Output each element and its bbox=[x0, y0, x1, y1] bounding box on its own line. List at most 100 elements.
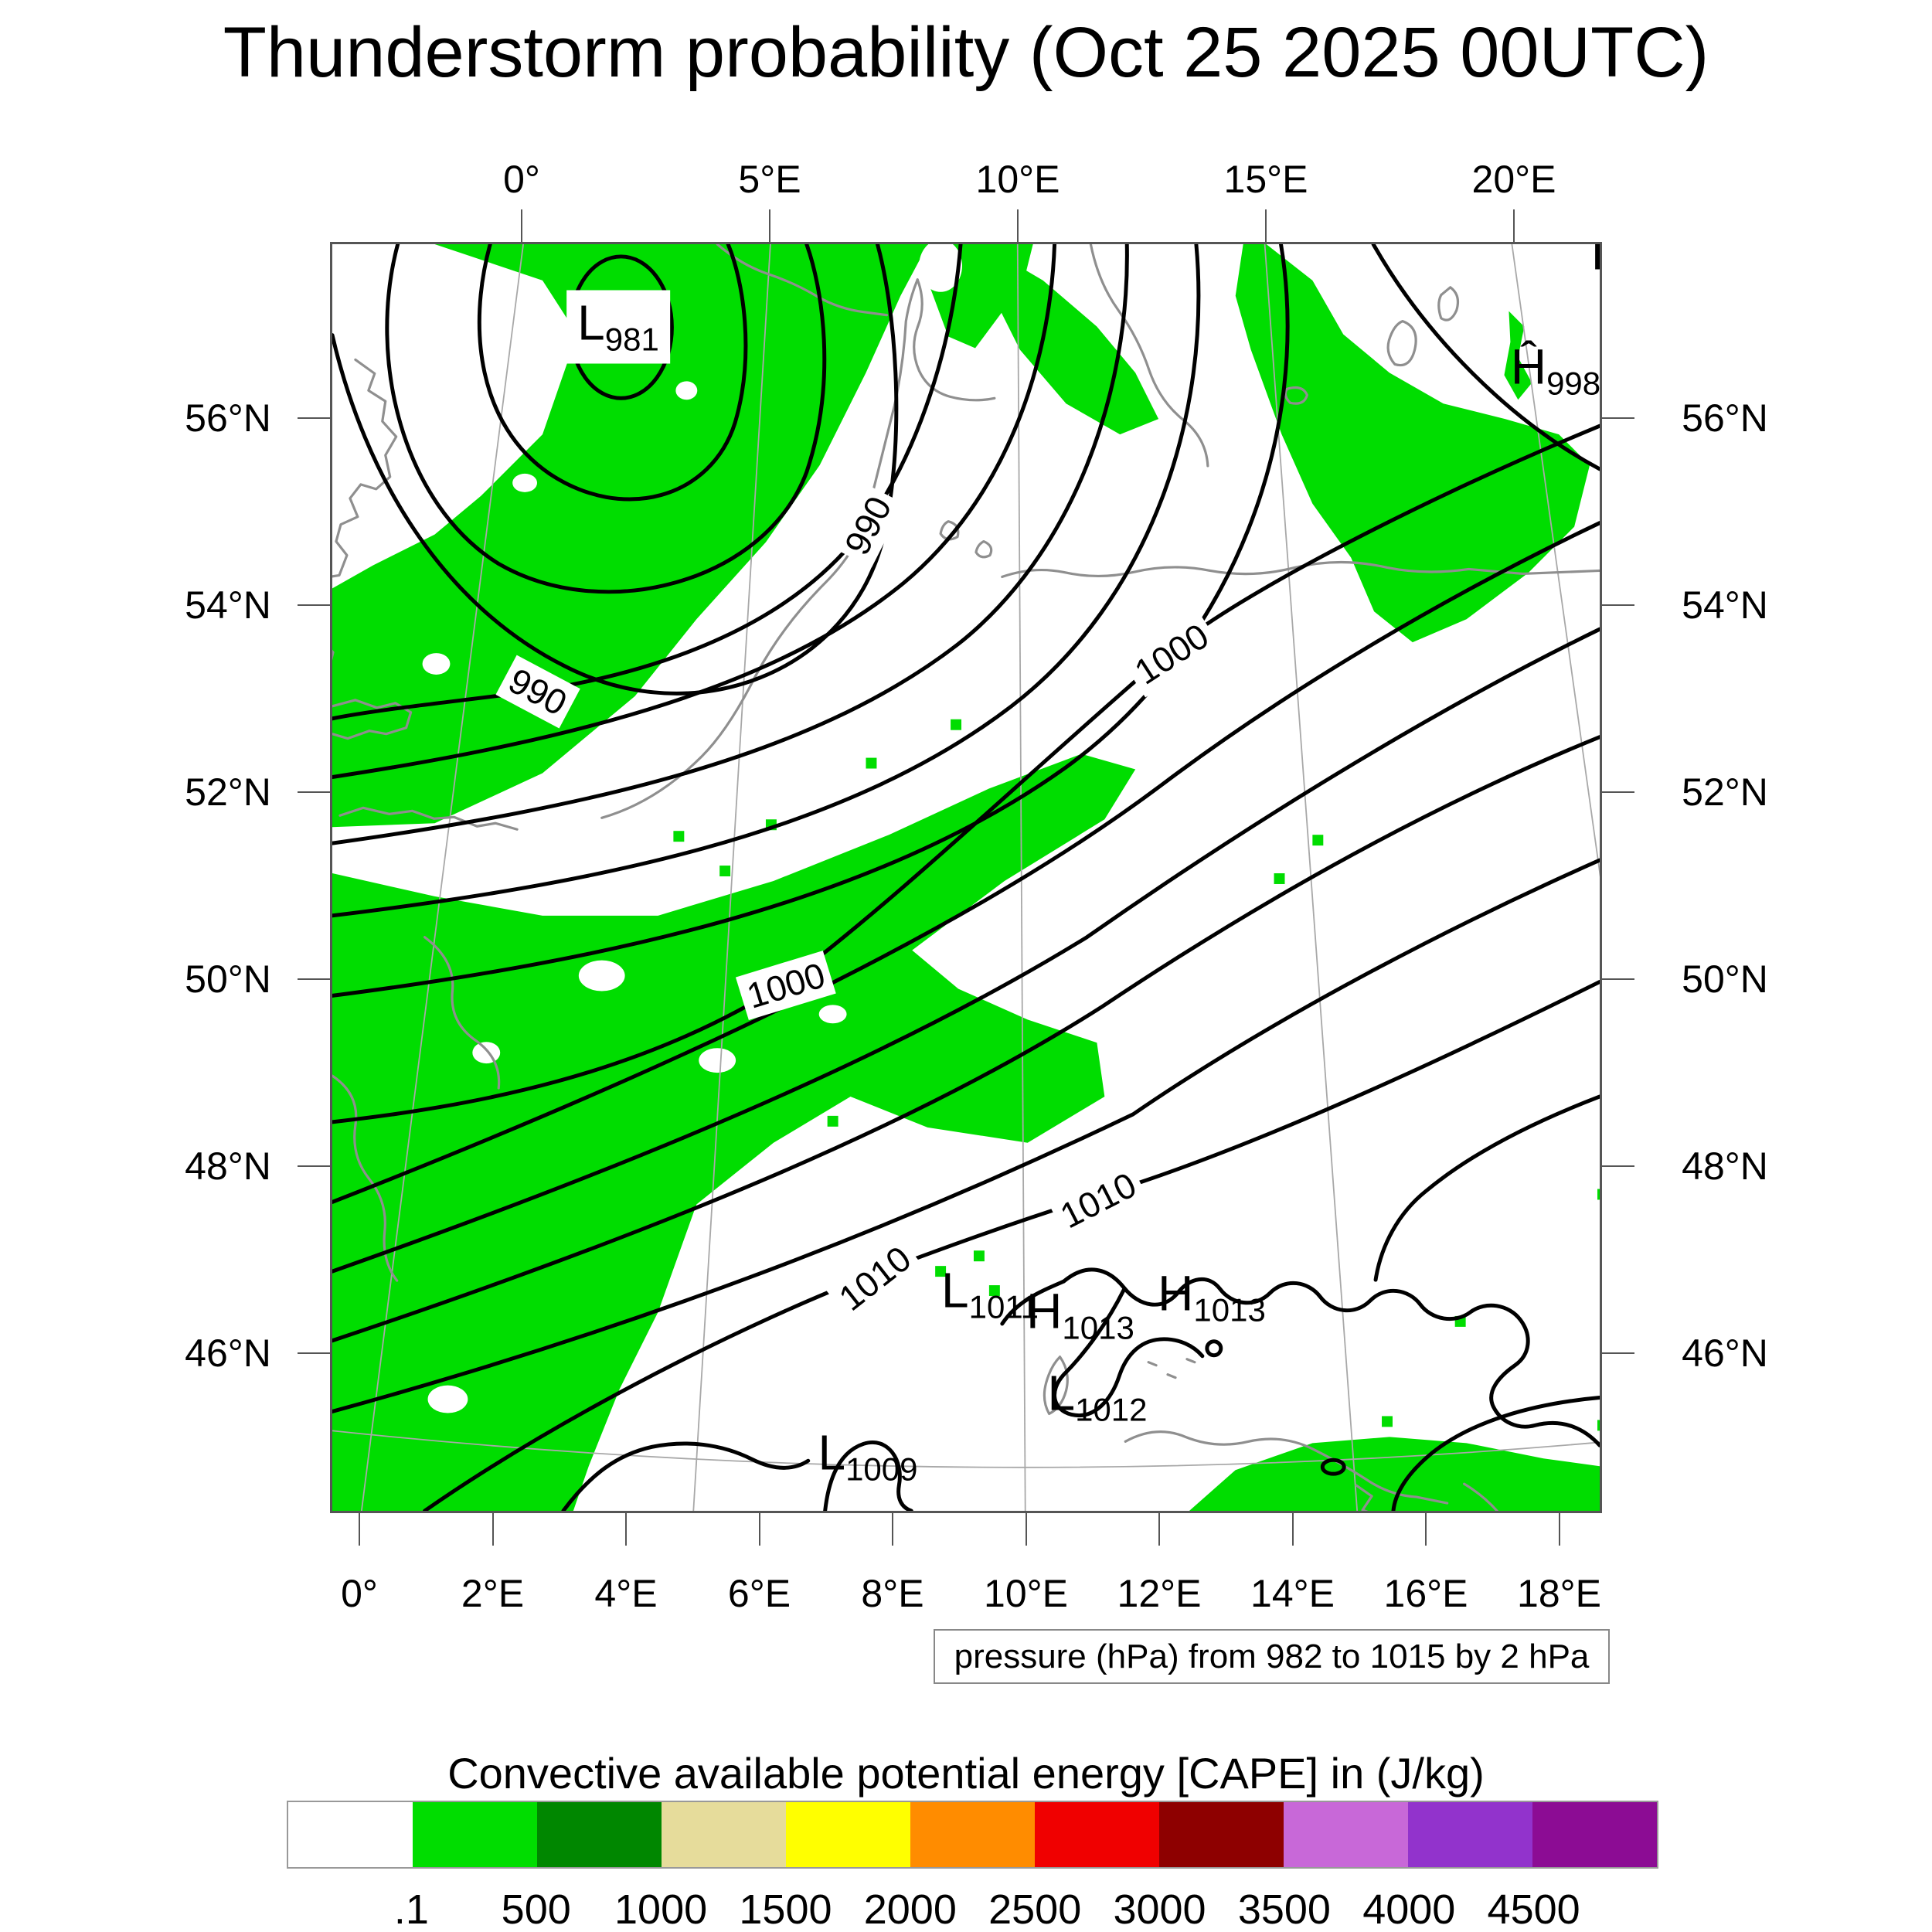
isobar-986 bbox=[385, 244, 827, 594]
coastline-england-se bbox=[332, 699, 413, 740]
pressure-center: L1011 bbox=[941, 1266, 1039, 1324]
legend-tick-label: 4500 bbox=[1487, 1886, 1580, 1932]
axis-tick bbox=[1602, 1165, 1634, 1167]
isobar-tiny-oval bbox=[1320, 1458, 1346, 1476]
axis-label-left: 56°N bbox=[185, 396, 271, 440]
pressure-note: pressure (hPa) from 982 to 1015 by 2 hPa bbox=[934, 1629, 1610, 1684]
contour-label: 1010 bbox=[825, 1232, 925, 1325]
axis-label-bottom: 2°E bbox=[461, 1572, 525, 1615]
legend-cell bbox=[1035, 1802, 1159, 1867]
pressure-center-letter: L bbox=[1047, 1365, 1076, 1421]
isobars bbox=[332, 244, 1600, 1511]
axis-tick bbox=[298, 978, 330, 980]
legend-cell bbox=[1284, 1802, 1408, 1867]
axis-tick bbox=[1291, 1513, 1294, 1546]
pressure-center-letter: H bbox=[1158, 1265, 1194, 1321]
legend-cell bbox=[1159, 1802, 1284, 1867]
pressure-center: H bbox=[1591, 244, 1600, 286]
isobar-988 bbox=[332, 244, 899, 696]
isobar-1013-wiggle bbox=[1000, 1267, 1600, 1447]
contour-label: 990 bbox=[832, 483, 904, 568]
legend-cell bbox=[288, 1802, 413, 1867]
axis-label-bottom: 6°E bbox=[727, 1572, 791, 1615]
isobar-1004 bbox=[332, 627, 1600, 1274]
pressure-center-letter: L bbox=[818, 1424, 846, 1481]
axis-label-right: 54°N bbox=[1682, 583, 1768, 627]
axis-tick bbox=[298, 791, 330, 793]
pressure-center-value: 1013 bbox=[1062, 1309, 1134, 1346]
map-labels: L981Ĥ998HL1011H1013H1013L1012L1009990990… bbox=[332, 244, 1600, 1511]
pressure-center-letter: Ĥ bbox=[1510, 338, 1547, 395]
isobar-1006 bbox=[332, 735, 1600, 1343]
pressure-center: H1013 bbox=[1158, 1269, 1266, 1327]
legend-tick-label: 1500 bbox=[739, 1886, 832, 1932]
map-panel: L981Ĥ998HL1011H1013H1013L1012L1009990990… bbox=[330, 242, 1602, 1513]
axis-tick bbox=[1513, 209, 1515, 242]
isobar-1000 bbox=[332, 423, 1600, 1124]
axis-label-bottom: 16°E bbox=[1383, 1572, 1468, 1615]
axis-label-bottom: 12°E bbox=[1117, 1572, 1202, 1615]
axis-tick bbox=[1602, 417, 1634, 419]
axis-label-bottom: 14°E bbox=[1250, 1572, 1335, 1615]
coastline-northsea bbox=[600, 278, 919, 819]
coastline-britain bbox=[332, 358, 398, 661]
axis-tick bbox=[1602, 791, 1634, 793]
axis-tick bbox=[1158, 1513, 1160, 1546]
axis-tick bbox=[1265, 209, 1267, 242]
plot-title: Thunderstorm probability (Oct 25 2025 00… bbox=[223, 13, 1709, 92]
axis-label-right: 48°N bbox=[1682, 1145, 1768, 1188]
coastline-alpine-lakes bbox=[1147, 1358, 1196, 1379]
legend-cell bbox=[662, 1802, 786, 1867]
legend-tick-label: 2500 bbox=[988, 1886, 1082, 1932]
axis-tick bbox=[1602, 604, 1634, 606]
isobar-small-loop bbox=[1205, 1339, 1223, 1358]
axis-tick bbox=[298, 1165, 330, 1167]
axis-label-right: 46°N bbox=[1682, 1332, 1768, 1375]
pressure-center-value: 1009 bbox=[845, 1451, 918, 1488]
coastline-gotland bbox=[1386, 320, 1417, 367]
coastline-river-france bbox=[423, 936, 501, 1090]
axis-label-top: 10°E bbox=[975, 158, 1060, 201]
coastline-france-north bbox=[338, 806, 519, 831]
legend-tick-label: 2000 bbox=[863, 1886, 957, 1932]
pressure-center-letter: L bbox=[941, 1262, 969, 1318]
pressure-center: Ĥ998 bbox=[1511, 342, 1600, 400]
axis-tick bbox=[298, 604, 330, 606]
axis-tick bbox=[769, 209, 770, 242]
axis-label-top: 0° bbox=[503, 158, 540, 201]
axis-label-bottom: 0° bbox=[341, 1572, 378, 1615]
coastline-baltic-south bbox=[1001, 560, 1600, 579]
axis-tick bbox=[1017, 209, 1019, 242]
pressure-center-value: 1011 bbox=[968, 1288, 1039, 1325]
contour-label: 1000 bbox=[735, 950, 837, 1021]
legend-colorbar bbox=[287, 1801, 1658, 1869]
axis-label-bottom: 8°E bbox=[861, 1572, 924, 1615]
cape-area-adriatic bbox=[1189, 1437, 1600, 1511]
isobar-998-ne bbox=[1371, 244, 1600, 471]
axis-label-left: 46°N bbox=[185, 1332, 271, 1375]
axis-tick bbox=[298, 417, 330, 419]
legend-tick-label: 1000 bbox=[614, 1886, 708, 1932]
coastline-denmark-east bbox=[913, 278, 996, 402]
legend-cell bbox=[910, 1802, 1035, 1867]
axis-label-bottom: 10°E bbox=[984, 1572, 1068, 1615]
axis-tick bbox=[1602, 978, 1634, 980]
coastline-norway bbox=[716, 244, 888, 317]
axis-label-right: 50°N bbox=[1682, 957, 1768, 1001]
isobar-990 bbox=[332, 244, 963, 721]
coastlines bbox=[332, 244, 1600, 1511]
axis-label-left: 52°N bbox=[185, 770, 271, 814]
isobar-1014-corner bbox=[1391, 1396, 1600, 1511]
axis-label-bottom: 18°E bbox=[1517, 1572, 1601, 1615]
axis-tick bbox=[359, 1513, 360, 1546]
legend-tick-label: 3500 bbox=[1237, 1886, 1331, 1932]
axis-tick bbox=[1558, 1513, 1560, 1546]
graticule-line bbox=[692, 244, 771, 1511]
legend-tick-label: 4000 bbox=[1362, 1886, 1456, 1932]
pressure-center-value: 1013 bbox=[1193, 1291, 1266, 1328]
isobar-1009-loop bbox=[823, 1440, 913, 1511]
axis-label-top: 15°E bbox=[1223, 158, 1308, 201]
coastline-italy-north bbox=[1124, 1430, 1449, 1505]
pressure-center-letter: H bbox=[1026, 1283, 1063, 1339]
